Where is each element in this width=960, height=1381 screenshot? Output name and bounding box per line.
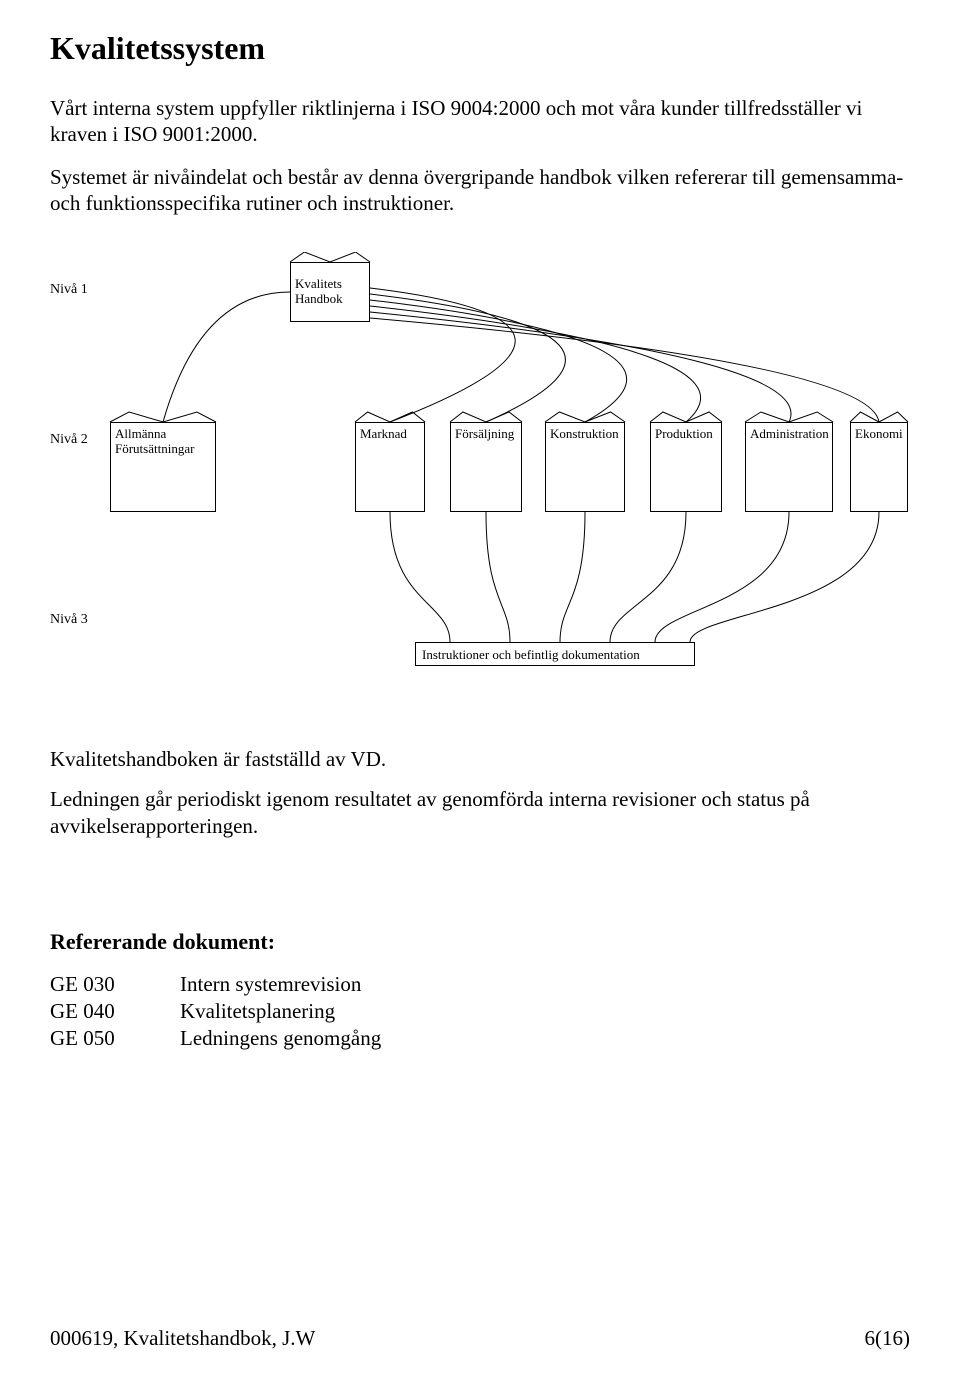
page-title: Kvalitetssystem: [50, 30, 910, 67]
level2-box: Administration: [745, 422, 833, 512]
reference-row: GE 040Kvalitetsplanering: [50, 998, 910, 1025]
level3-box: Instruktioner och befintlig dokumentatio…: [415, 642, 695, 666]
level2-box: Produktion: [650, 422, 722, 512]
hierarchy-diagram: Nivå 1 Nivå 2 Nivå 3 Kvalitets Handbok A…: [50, 252, 910, 722]
footer-right: 6(16): [865, 1326, 911, 1351]
reference-desc: Ledningens genomgång: [180, 1025, 381, 1052]
paragraph-3: Kvalitetshandboken är fastställd av VD.: [50, 746, 910, 772]
level2-box-line1: Marknad: [360, 427, 420, 442]
reference-code: GE 050: [50, 1025, 180, 1052]
level2-box-line1: Administration: [750, 427, 828, 442]
reference-desc: Intern systemrevision: [180, 971, 361, 998]
level2-label: Nivå 2: [50, 432, 88, 448]
reference-code: GE 030: [50, 971, 180, 998]
level2-box-line1: Konstruktion: [550, 427, 620, 442]
level3-label: Nivå 3: [50, 612, 88, 628]
top-box-line1: Kvalitets: [295, 277, 365, 292]
level2-box-line1: Produktion: [655, 427, 717, 442]
reference-row: GE 050Ledningens genomgång: [50, 1025, 910, 1052]
level2-box-line1: Försäljning: [455, 427, 517, 442]
references-heading: Refererande dokument:: [50, 929, 910, 955]
references-table: GE 030Intern systemrevisionGE 040Kvalite…: [50, 971, 910, 1053]
level2-box: Konstruktion: [545, 422, 625, 512]
top-box: Kvalitets Handbok: [290, 262, 370, 322]
intro-paragraph-2: Systemet är nivåindelat och består av de…: [50, 164, 910, 217]
level2-box: Försäljning: [450, 422, 522, 512]
level2-box-line2: Förutsättningar: [115, 442, 211, 457]
level2-box: Marknad: [355, 422, 425, 512]
footer-left: 000619, Kvalitetshandbok, J.W: [50, 1326, 315, 1351]
page-footer: 000619, Kvalitetshandbok, J.W 6(16): [50, 1326, 910, 1351]
level2-box-line1: Allmänna: [115, 427, 211, 442]
level2-box: Ekonomi: [850, 422, 908, 512]
reference-code: GE 040: [50, 998, 180, 1025]
reference-row: GE 030Intern systemrevision: [50, 971, 910, 998]
paragraph-4: Ledningen går periodiskt igenom resultat…: [50, 786, 910, 839]
level1-label: Nivå 1: [50, 282, 88, 298]
intro-paragraph-1: Vårt interna system uppfyller riktlinjer…: [50, 95, 910, 148]
reference-desc: Kvalitetsplanering: [180, 998, 335, 1025]
top-box-line2: Handbok: [295, 292, 365, 307]
level2-box: AllmännaFörutsättningar: [110, 422, 216, 512]
level2-box-line1: Ekonomi: [855, 427, 903, 442]
